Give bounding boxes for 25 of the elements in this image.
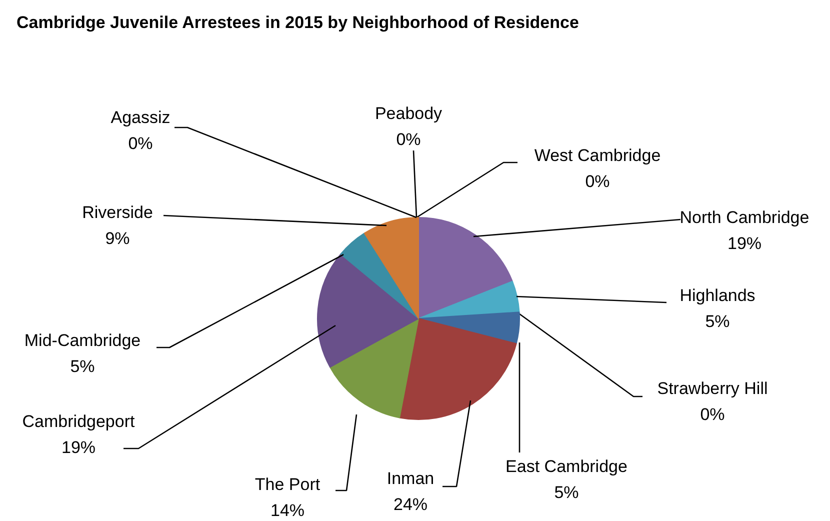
slice-label: Inman — [386, 469, 434, 488]
slice-label: East Cambridge — [506, 457, 628, 476]
category-label: Strawberry Hill — [657, 379, 768, 398]
data-label: 5% — [554, 483, 579, 502]
slice-label: Riverside — [82, 203, 153, 222]
text: 0% — [396, 130, 421, 149]
text: 0% — [128, 134, 153, 153]
chart-title: Cambridge Juvenile Arrestees in 2015 by Neighborhood of Residence — [16, 13, 579, 32]
data-label: 14% — [270, 501, 305, 520]
data-label: 5% — [705, 312, 730, 331]
data-label: 9% — [105, 229, 130, 248]
slice-label: Cambridgeport — [22, 412, 135, 431]
text: 0% — [700, 405, 725, 424]
slice-label: The Port — [254, 475, 320, 494]
slice-label: North Cambridge — [680, 208, 810, 227]
data-label: 5% — [70, 357, 95, 376]
category-label: Agassiz — [110, 108, 170, 127]
slice-label: Highlands — [680, 286, 756, 305]
category-label: West Cambridge — [534, 146, 661, 165]
data-label: 19% — [61, 438, 96, 457]
data-label: 24% — [393, 495, 428, 514]
slice-label: Mid-Cambridge — [24, 331, 141, 350]
text: 0% — [585, 172, 610, 191]
data-label: 19% — [727, 234, 762, 253]
category-label: Peabody — [374, 104, 442, 123]
